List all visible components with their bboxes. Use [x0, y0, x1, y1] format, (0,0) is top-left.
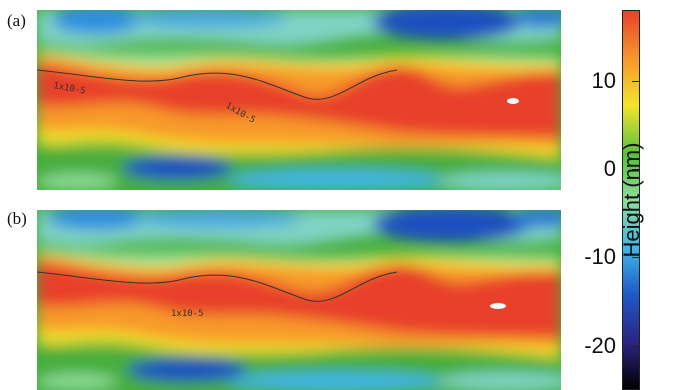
heatmap-a-image: 1x10-5 1x10-5: [37, 10, 561, 190]
colorbar-tick-mark: [632, 257, 640, 258]
colorbar-tick-label: 10: [591, 67, 616, 93]
colorbar-tick-label: 0: [603, 156, 616, 182]
colorbar-tick-label: -10: [584, 244, 616, 270]
colorbar-tick-label: -20: [584, 332, 616, 358]
colorbar-label: Height (nm): [619, 142, 644, 258]
highlight-spot: [490, 303, 506, 309]
contour-label: 1x10-5: [171, 309, 204, 319]
colorbar-tick-mark: [632, 81, 640, 82]
contour-line: [37, 69, 398, 100]
panel-label-a: (a): [7, 11, 26, 30]
colorbar-tick-mark: [632, 346, 640, 347]
colorbar-tick-mark: [632, 169, 640, 170]
highlight-spot: [507, 98, 519, 104]
heatmap-b-image: 1x10-5: [37, 210, 561, 390]
heatmap-panel-a: 1x10-5 1x10-5: [37, 10, 561, 190]
contour-line: [37, 271, 398, 302]
panel-label-b: (b): [7, 209, 27, 228]
heatmap-panel-b: 1x10-5: [37, 210, 561, 390]
